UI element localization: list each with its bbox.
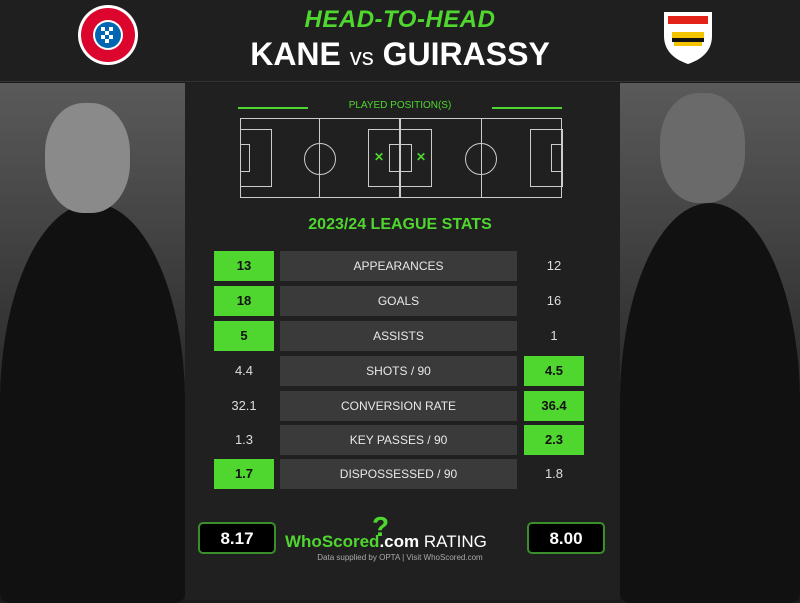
player-right-name: GUIRASSY xyxy=(382,36,550,72)
brand-a: WhoScored xyxy=(285,532,380,551)
stat-right-value: 2.3 xyxy=(524,425,584,455)
vfb-logo xyxy=(664,12,712,64)
stat-left-value: 4.4 xyxy=(234,363,254,378)
stat-row: 32.1 CONVERSION RATE 36.4 xyxy=(214,391,584,421)
stat-right-value: 12 xyxy=(546,258,562,273)
data-credit: Data supplied by OPTA | Visit WhoScored.… xyxy=(317,553,483,562)
stat-row: 1.3 KEY PASSES / 90 2.3 xyxy=(214,425,584,455)
stat-left-value: 18 xyxy=(214,286,274,316)
player-right-photo xyxy=(620,83,800,603)
vs-text: vs xyxy=(349,44,374,71)
stat-left-value: 1.3 xyxy=(234,432,254,447)
arrow-left-icon xyxy=(492,107,562,109)
stat-left-value: 32.1 xyxy=(231,398,257,413)
rating-right: 8.00 xyxy=(527,522,605,554)
played-positions-label: PLAYED POSITION(S) xyxy=(348,100,452,111)
rating-label: RATING xyxy=(423,532,487,551)
arrow-right-icon xyxy=(238,107,308,109)
player-left-photo xyxy=(0,83,185,603)
stat-row: 1.7 DISPOSSESSED / 90 1.8 xyxy=(214,459,584,489)
pitch-left xyxy=(240,118,401,198)
brand-b: .com xyxy=(379,532,420,551)
stat-row: 13 APPEARANCES 12 xyxy=(214,251,584,281)
matchup: KANE vs GUIRASSY xyxy=(0,36,800,73)
stat-left-value: 13 xyxy=(214,251,274,281)
title: HEAD-TO-HEAD xyxy=(304,6,496,33)
pitch-right xyxy=(400,118,563,198)
stat-left-value: 1.7 xyxy=(214,459,274,489)
stat-right-value: 4.5 xyxy=(524,356,584,386)
stat-label: GOALS xyxy=(280,286,517,316)
stat-right-value: 16 xyxy=(546,293,562,308)
stat-label: APPEARANCES xyxy=(280,251,517,281)
header: HEAD-TO-HEAD KANE vs GUIRASSY xyxy=(0,0,800,82)
stat-right-value: 1.8 xyxy=(544,466,564,481)
stat-label: ASSISTS xyxy=(280,321,517,351)
position-marker-right-icon: ✕ xyxy=(416,150,427,164)
season-title: 2023/24 LEAGUE STATS xyxy=(308,216,492,233)
stat-row: 4.4 SHOTS / 90 4.5 xyxy=(214,356,584,386)
whoscored-logo: WhoScored.com RATING xyxy=(285,532,487,552)
stat-label: KEY PASSES / 90 xyxy=(280,425,517,455)
whoscored-question-icon: ? xyxy=(372,511,390,542)
bayern-logo xyxy=(78,5,138,65)
stat-label: SHOTS / 90 xyxy=(280,356,517,386)
stat-right-value: 1 xyxy=(550,328,558,343)
stat-row: 18 GOALS 16 xyxy=(214,286,584,316)
player-left-name: KANE xyxy=(250,36,341,72)
position-marker-left-icon: ✕ xyxy=(374,150,385,164)
stat-label: CONVERSION RATE xyxy=(280,391,517,421)
stat-left-value: 5 xyxy=(214,321,274,351)
stat-label: DISPOSSESSED / 90 xyxy=(280,459,517,489)
stat-right-value: 36.4 xyxy=(524,391,584,421)
stat-row: 5 ASSISTS 1 xyxy=(214,321,584,351)
rating-left: 8.17 xyxy=(198,522,276,554)
